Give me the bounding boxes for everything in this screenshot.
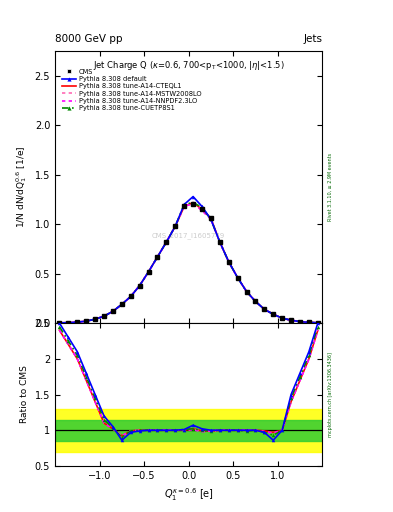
Y-axis label: Ratio to CMS: Ratio to CMS bbox=[20, 366, 29, 423]
Legend: CMS, Pythia 8.308 default, Pythia 8.308 tune-A14-CTEQL1, Pythia 8.308 tune-A14-M: CMS, Pythia 8.308 default, Pythia 8.308 … bbox=[61, 68, 202, 112]
X-axis label: $Q_1^{\kappa=0.6}$ [e]: $Q_1^{\kappa=0.6}$ [e] bbox=[163, 486, 214, 503]
Y-axis label: 1/N dN/dQ$_1^{0.6}$ [1/e]: 1/N dN/dQ$_1^{0.6}$ [1/e] bbox=[14, 146, 29, 228]
Text: Jets: Jets bbox=[303, 33, 322, 44]
Text: Rivet 3.1.10, ≥ 2.9M events: Rivet 3.1.10, ≥ 2.9M events bbox=[328, 153, 332, 221]
Text: Jet Charge Q ($\kappa$=0.6, 700<p$_\mathsf{T}$<1000, |$\eta$|<1.5): Jet Charge Q ($\kappa$=0.6, 700<p$_\math… bbox=[93, 59, 285, 72]
Text: 8000 GeV pp: 8000 GeV pp bbox=[55, 33, 123, 44]
Text: mcplots.cern.ch [arXiv:1306.3436]: mcplots.cern.ch [arXiv:1306.3436] bbox=[328, 352, 332, 437]
Text: CMS_2017_I1605749: CMS_2017_I1605749 bbox=[152, 233, 225, 240]
